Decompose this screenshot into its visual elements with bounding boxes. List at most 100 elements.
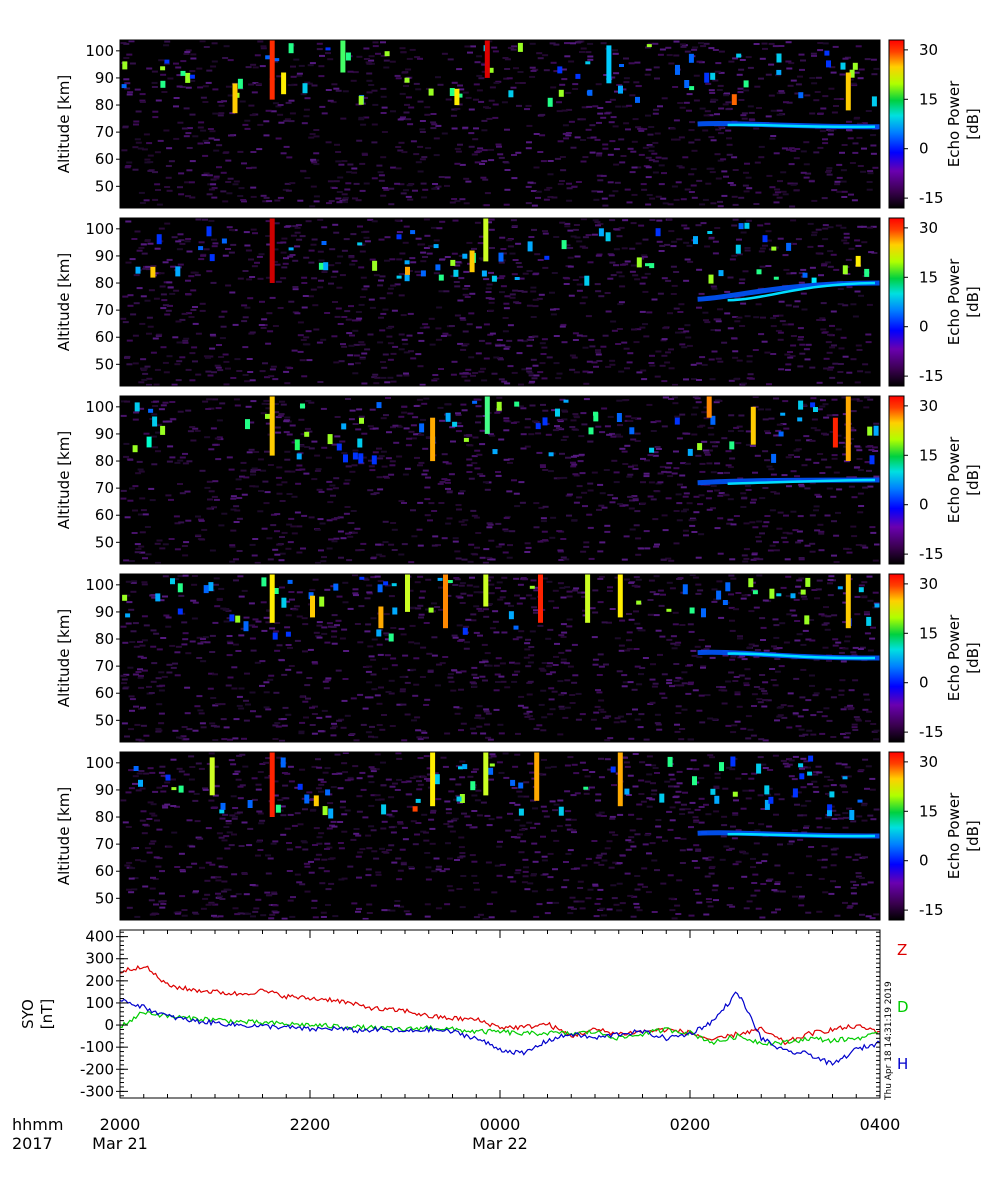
noise-pixel	[189, 352, 196, 355]
noise-pixel	[234, 509, 241, 512]
noise-pixel	[267, 464, 274, 466]
noise-pixel	[315, 561, 321, 564]
noise-pixel	[561, 409, 568, 412]
noise-pixel	[413, 153, 420, 156]
noise-pixel	[857, 165, 864, 167]
noise-pixel	[221, 100, 227, 103]
noise-pixel	[455, 150, 462, 153]
echo-burst	[845, 72, 851, 111]
noise-pixel	[195, 515, 201, 518]
echo-blip	[697, 443, 703, 451]
noise-pixel	[166, 147, 173, 150]
noise-pixel	[856, 458, 863, 460]
noise-pixel	[138, 707, 145, 710]
noise-pixel	[422, 188, 429, 191]
noise-pixel	[265, 407, 272, 410]
noise-pixel	[417, 575, 424, 578]
noise-pixel	[551, 690, 558, 693]
noise-pixel	[642, 657, 649, 659]
noise-pixel	[724, 312, 731, 315]
noise-pixel	[274, 553, 281, 556]
noise-pixel	[751, 552, 758, 555]
noise-pixel	[871, 446, 878, 449]
noise-pixel	[455, 422, 462, 425]
noise-pixel	[747, 373, 754, 376]
echo-blip	[160, 425, 166, 435]
noise-pixel	[356, 408, 363, 411]
noise-pixel	[617, 715, 624, 718]
noise-pixel	[347, 776, 354, 779]
noise-pixel	[623, 77, 630, 80]
noise-pixel	[223, 726, 230, 729]
noise-pixel	[610, 435, 617, 438]
noise-pixel	[144, 158, 151, 161]
noise-pixel	[557, 680, 564, 683]
noise-pixel	[560, 658, 567, 661]
noise-pixel	[857, 648, 864, 650]
noise-pixel	[777, 714, 784, 717]
noise-pixel	[671, 396, 678, 399]
echo-blip	[619, 64, 624, 67]
noise-pixel	[297, 321, 304, 324]
noise-pixel	[252, 232, 258, 235]
echo-blip	[535, 423, 541, 430]
noise-pixel	[504, 188, 511, 191]
echo-blip	[453, 269, 459, 277]
noise-pixel	[336, 201, 343, 204]
noise-pixel	[714, 329, 721, 332]
noise-pixel	[453, 706, 460, 709]
noise-pixel	[414, 581, 421, 584]
noise-pixel	[542, 409, 549, 412]
noise-pixel	[872, 166, 879, 169]
noise-pixel	[318, 867, 325, 870]
noise-pixel	[701, 363, 708, 366]
noise-pixel	[150, 876, 156, 879]
echo-blip	[287, 579, 293, 584]
noise-pixel	[335, 262, 342, 265]
noise-pixel	[600, 116, 607, 119]
noise-pixel	[421, 196, 428, 199]
noise-pixel	[155, 189, 161, 191]
noise-pixel	[748, 643, 755, 646]
noise-pixel	[451, 634, 458, 637]
noise-pixel	[719, 686, 726, 689]
noise-pixel	[461, 344, 468, 347]
noise-pixel	[250, 186, 257, 189]
noise-pixel	[481, 70, 488, 73]
noise-pixel	[691, 48, 698, 51]
noise-pixel	[275, 280, 282, 283]
echo-burst	[405, 574, 410, 612]
noise-pixel	[831, 457, 838, 460]
noise-pixel	[850, 303, 857, 306]
noise-pixel	[229, 544, 236, 547]
noise-pixel	[183, 135, 190, 138]
noise-pixel	[477, 610, 484, 612]
noise-pixel	[787, 84, 794, 87]
noise-pixel	[856, 349, 863, 351]
noise-pixel	[536, 451, 543, 454]
noise-pixel	[236, 704, 243, 707]
echo-blip	[635, 96, 640, 103]
noise-pixel	[645, 46, 651, 49]
noise-pixel	[541, 662, 548, 664]
noise-pixel	[467, 444, 474, 447]
noise-pixel	[725, 450, 732, 453]
noise-pixel	[462, 519, 469, 522]
noise-pixel	[580, 550, 587, 553]
noise-pixel	[132, 485, 139, 488]
noise-pixel	[249, 276, 256, 278]
noise-pixel	[273, 411, 280, 414]
echo-blip	[776, 53, 782, 63]
noise-pixel	[560, 636, 567, 638]
noise-pixel	[690, 363, 697, 366]
echo-blip	[463, 437, 469, 442]
noise-pixel	[248, 448, 255, 451]
noise-pixel	[354, 527, 361, 530]
noise-pixel	[848, 247, 855, 250]
noise-pixel	[123, 559, 130, 562]
echo-blip	[689, 607, 695, 614]
noise-pixel	[174, 651, 181, 654]
noise-pixel	[147, 169, 154, 172]
noise-pixel	[746, 377, 753, 380]
noise-pixel	[623, 81, 630, 84]
